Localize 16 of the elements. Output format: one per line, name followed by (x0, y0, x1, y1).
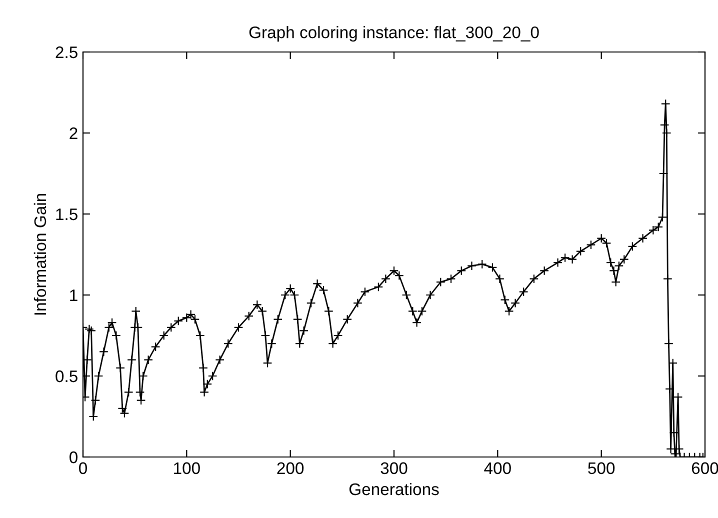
y-axis-title: Information Gain (34, 194, 46, 315)
y-tick-label: 0.5 (56, 370, 78, 382)
x-tick-label: 100 (174, 462, 200, 474)
y-tick-label: 1 (70, 290, 78, 302)
x-tick-label: 600 (692, 462, 718, 474)
x-axis-title: Generations (349, 482, 439, 496)
x-tick-label: 300 (380, 462, 408, 474)
y-tick-label: 2.5 (56, 46, 78, 58)
x-tick-label: 200 (277, 462, 304, 474)
x-tick-label: 500 (588, 462, 615, 474)
y-tick-label: 1.5 (56, 208, 78, 220)
y-tick-label: 2 (70, 127, 78, 140)
y-tick-label: 0 (70, 451, 78, 464)
x-tick-label: 400 (484, 462, 511, 474)
x-tick-label: 0 (79, 462, 87, 474)
chart-title: Graph coloring instance: flat_300_20_0 (249, 26, 539, 42)
